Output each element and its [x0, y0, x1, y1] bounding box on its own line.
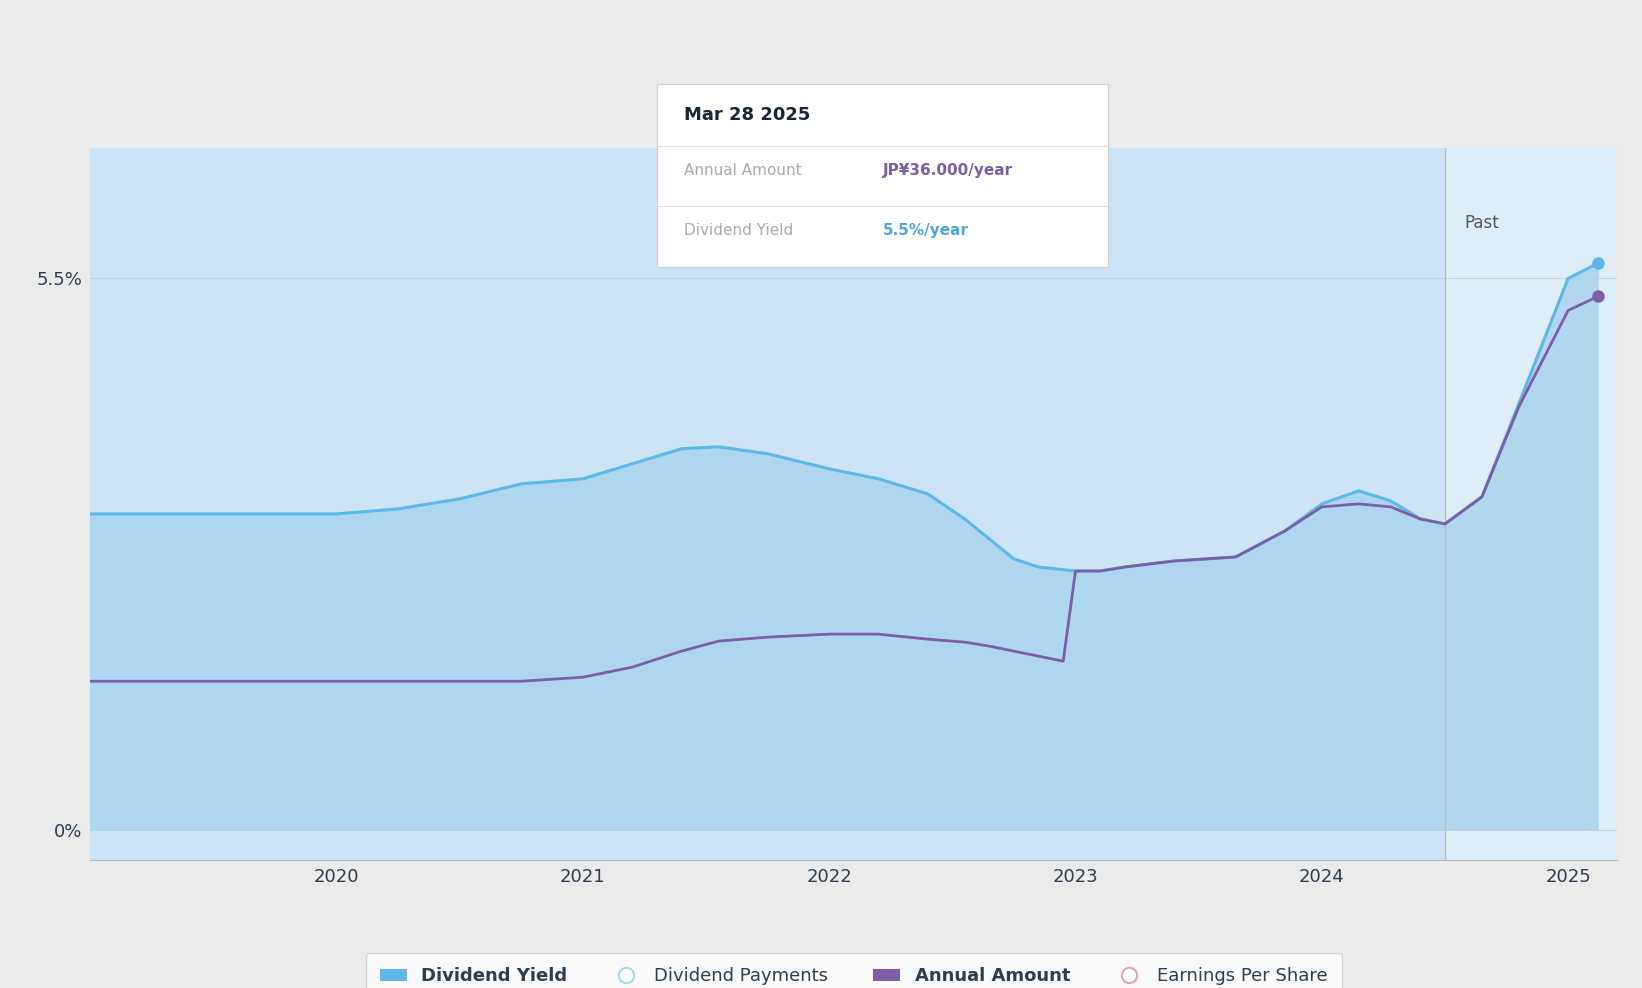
Text: Past: Past	[1465, 214, 1499, 232]
Text: JP¥36.000/year: JP¥36.000/year	[883, 163, 1013, 178]
Text: Dividend Yield: Dividend Yield	[685, 223, 793, 238]
Text: 5.5%/year: 5.5%/year	[883, 223, 969, 238]
Legend: Dividend Yield, Dividend Payments, Annual Amount, Earnings Per Share: Dividend Yield, Dividend Payments, Annua…	[366, 953, 1342, 988]
Text: Mar 28 2025: Mar 28 2025	[685, 106, 810, 124]
Bar	[1445, 148, 1617, 860]
Bar	[90, 148, 1445, 860]
Text: Annual Amount: Annual Amount	[685, 163, 801, 178]
